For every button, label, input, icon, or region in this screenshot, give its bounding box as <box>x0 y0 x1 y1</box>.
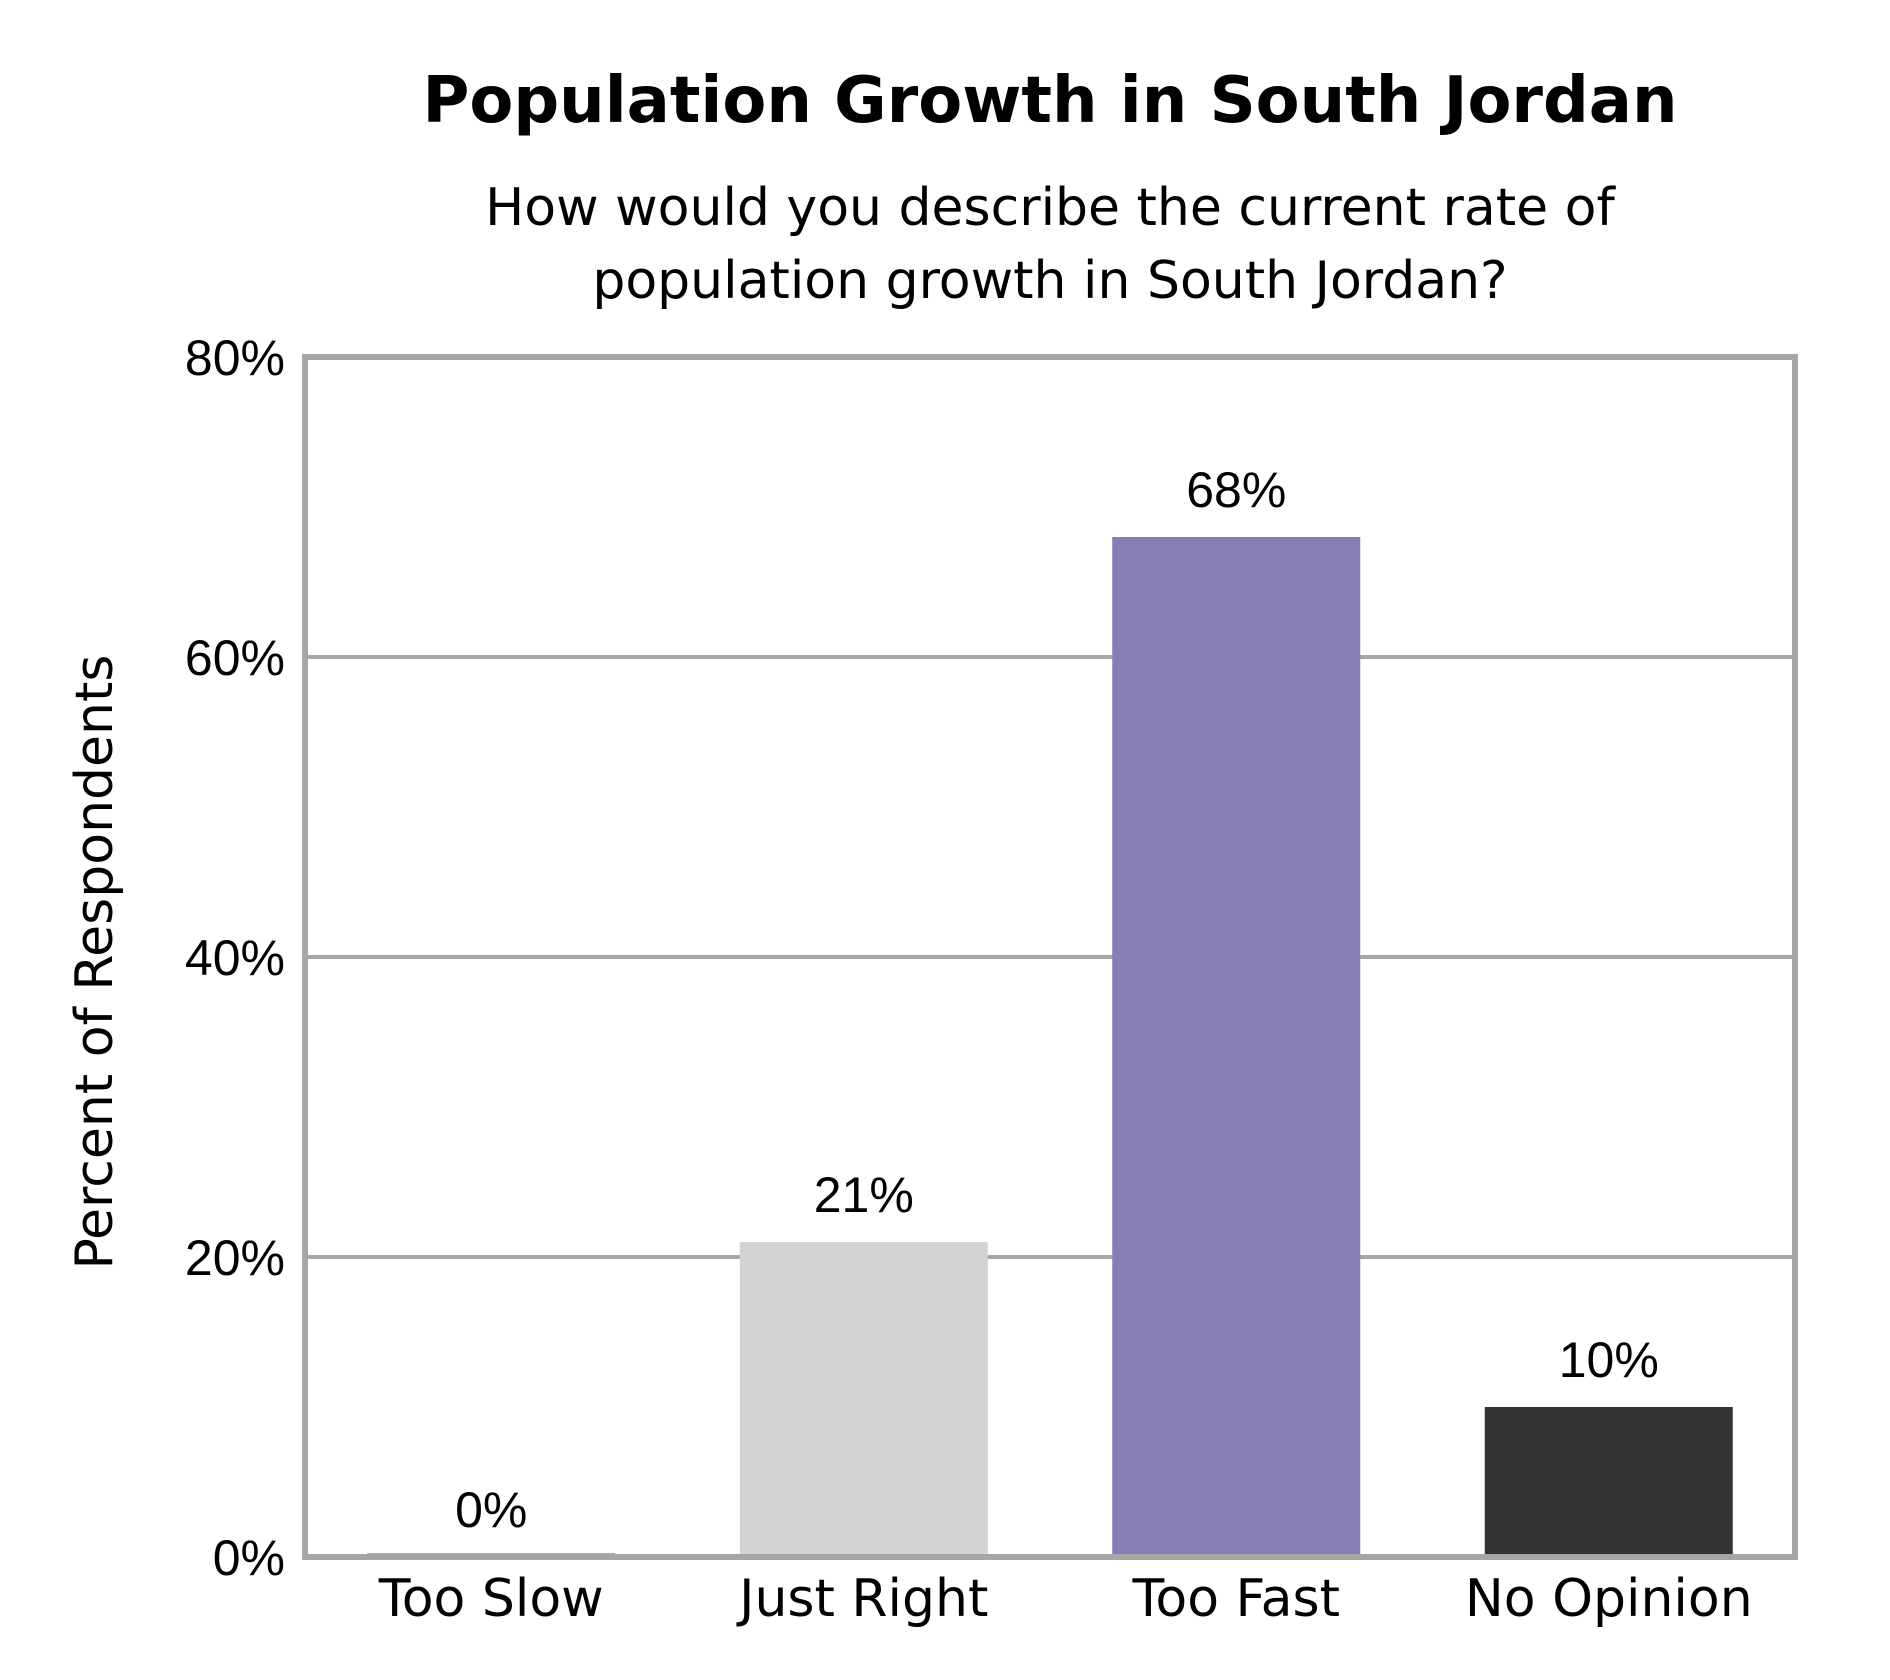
x-label-just-right: Just Right <box>736 1569 988 1629</box>
y-tick-label-1: 20% <box>185 1230 285 1286</box>
y-axis-label: Percent of Respondents <box>65 655 125 1270</box>
data-label-too-slow: 0% <box>455 1482 527 1538</box>
data-labels: 0% 21% 68% 10% <box>455 462 1659 1538</box>
x-category-labels: Too Slow Just Right Too Fast No Opinion <box>378 1569 1753 1629</box>
plot-frame <box>302 354 1798 1560</box>
bar-too-fast <box>1112 537 1361 1557</box>
y-tick-label-4: 80% <box>185 330 285 386</box>
y-tick-labels: 0% 20% 40% 60% 80% <box>185 330 285 1586</box>
data-label-just-right: 21% <box>814 1167 914 1223</box>
x-label-no-opinion: No Opinion <box>1465 1569 1753 1629</box>
x-label-too-slow: Too Slow <box>378 1569 604 1629</box>
x-label-too-fast: Too Fast <box>1131 1569 1340 1629</box>
y-tick-label-3: 60% <box>185 630 285 686</box>
data-label-too-fast: 68% <box>1186 462 1286 518</box>
bar-no-opinion <box>1484 1407 1733 1557</box>
data-label-no-opinion: 10% <box>1559 1332 1659 1388</box>
chart-subtitle-line-1: How would you describe the current rate … <box>485 178 1616 238</box>
chart-title: Population Growth in South Jordan <box>422 64 1677 138</box>
chart-subtitle-line-2: population growth in South Jordan? <box>592 251 1507 311</box>
y-tick-label-0: 0% <box>213 1530 285 1586</box>
bar-just-right <box>739 1242 988 1557</box>
y-tick-label-2: 40% <box>185 930 285 986</box>
grid-lines <box>305 655 1795 1259</box>
bars <box>367 537 1733 1557</box>
